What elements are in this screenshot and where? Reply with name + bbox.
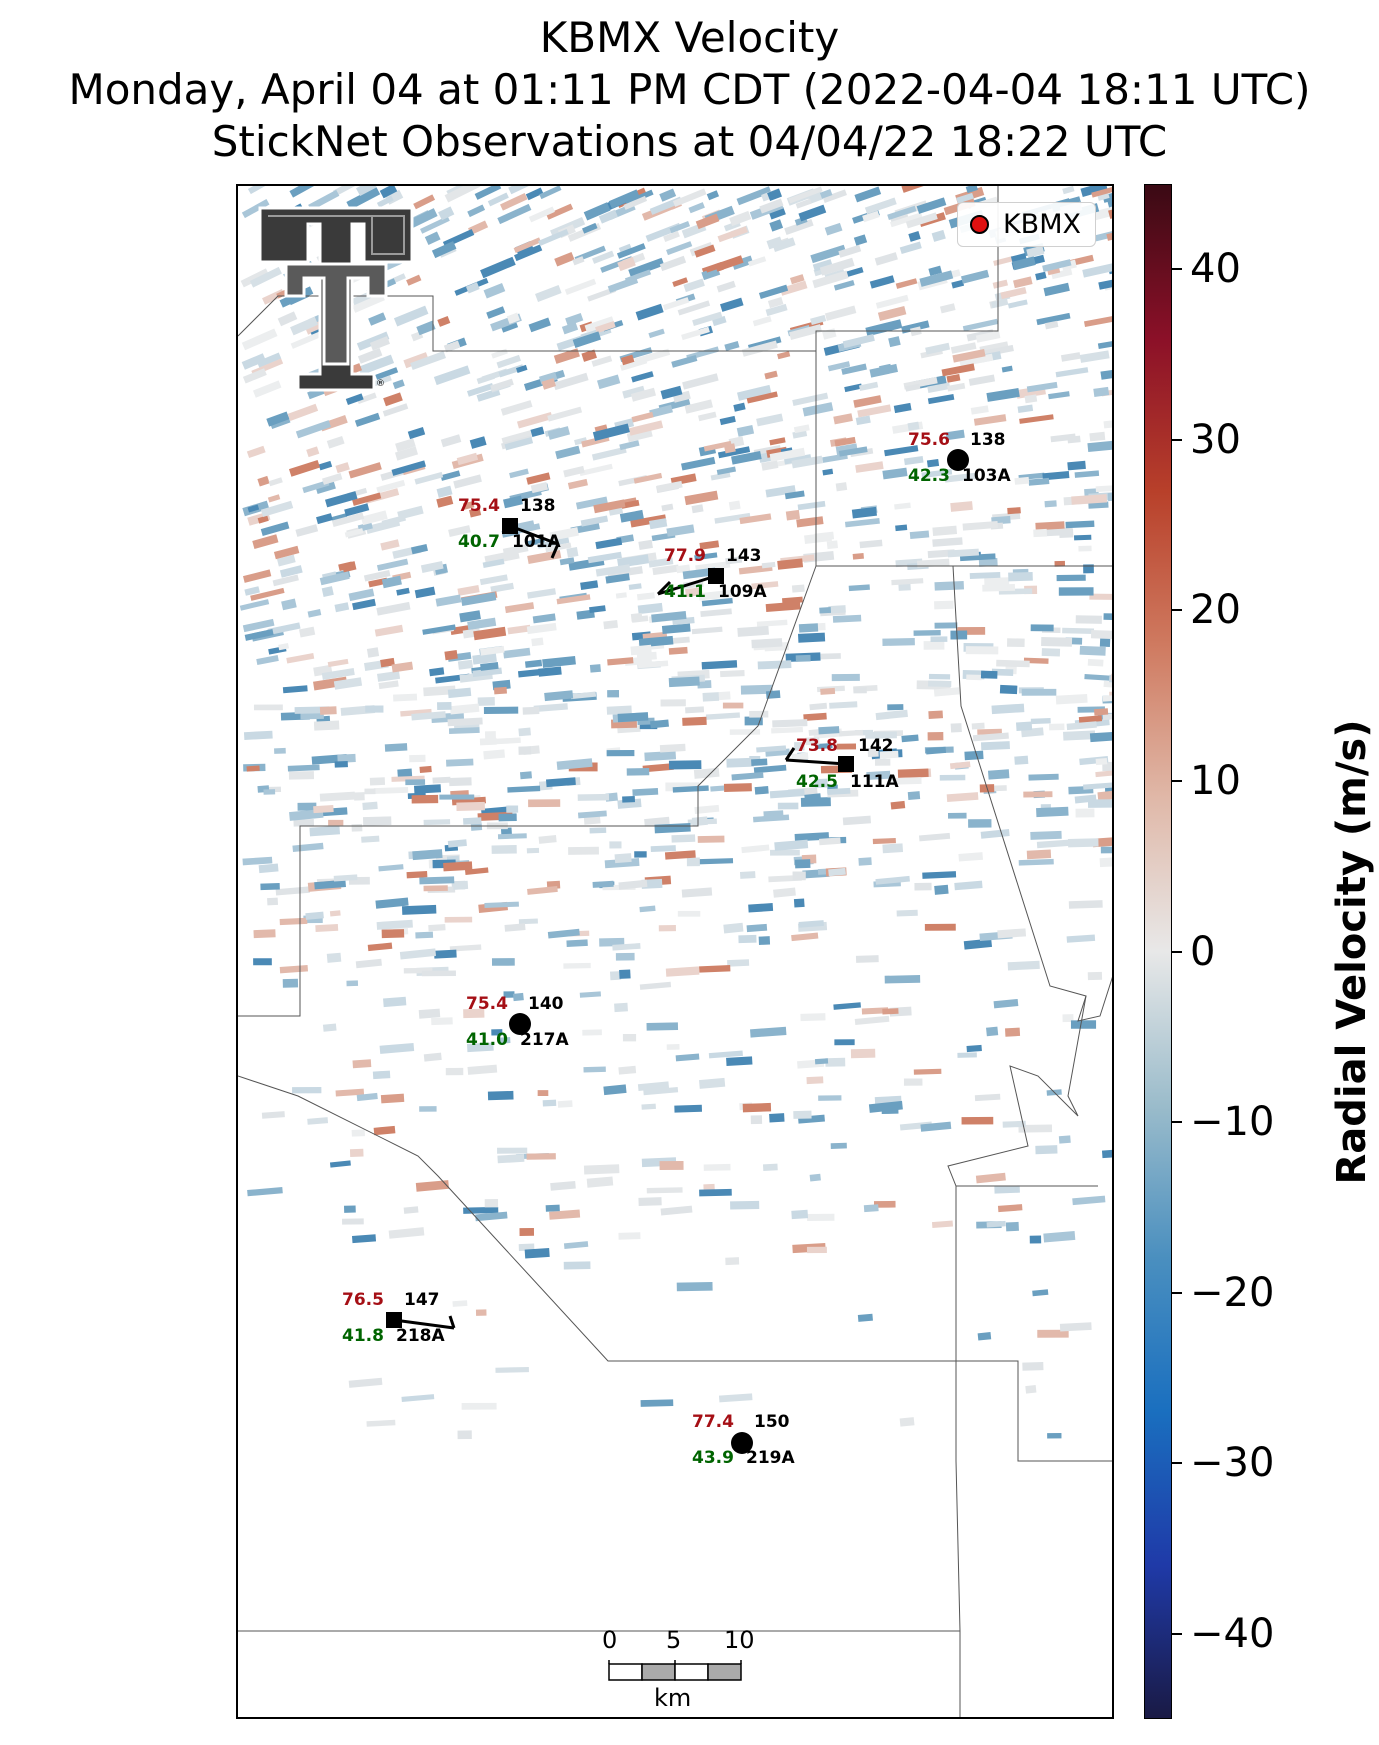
colorbar-label: Radial Velocity (m/s) xyxy=(1329,719,1375,1185)
legend-marker-icon xyxy=(969,215,989,234)
colorbar-tick xyxy=(1172,1291,1182,1294)
station-id: 217A xyxy=(520,1030,569,1050)
scale-label-0: 0 xyxy=(602,1626,618,1654)
station-dew: 40.7 xyxy=(458,532,500,552)
station-dew: 41.1 xyxy=(664,582,706,602)
scale-bar: 0 5 10 km xyxy=(602,1626,768,1716)
svg-text:®: ® xyxy=(376,379,385,389)
legend-label: KBMX xyxy=(1002,209,1081,240)
station-markers xyxy=(386,449,969,1454)
station-pres: 143 xyxy=(726,546,762,566)
station-dew: 41.8 xyxy=(342,1326,384,1346)
scale-unit: km xyxy=(654,1684,692,1712)
colorbar-tick xyxy=(1172,1462,1182,1465)
station-temp: 76.5 xyxy=(342,1290,384,1310)
station-dew: 41.0 xyxy=(466,1030,508,1050)
legend: KBMX xyxy=(956,202,1096,247)
colorbar-tick-label: −40 xyxy=(1190,1610,1275,1657)
station-id: 109A xyxy=(718,582,767,602)
station-id: 111A xyxy=(850,772,899,792)
station-pres: 138 xyxy=(520,496,556,516)
colorbar xyxy=(1144,184,1172,1719)
station-id: 219A xyxy=(746,1448,795,1468)
colorbar-tick-label: 20 xyxy=(1190,587,1241,634)
colorbar-tick-label: −30 xyxy=(1190,1440,1275,1487)
station-pres: 150 xyxy=(754,1412,790,1432)
colorbar-tick xyxy=(1172,1632,1182,1635)
station-temp: 75.4 xyxy=(458,496,500,516)
station-temp: 75.4 xyxy=(466,994,508,1014)
station-pres: 138 xyxy=(970,430,1006,450)
radar-velocity-field xyxy=(239,186,1112,1440)
colorbar-tick-label: 40 xyxy=(1190,246,1241,293)
radar-map-panel[interactable]: ® KBMX 75.4 138 40.7 101A 77.9 143 41.1 xyxy=(236,184,1114,1719)
texas-tech-double-t-logo: ® xyxy=(258,206,414,392)
station-temp: 75.6 xyxy=(908,430,950,450)
station-id: 218A xyxy=(396,1326,445,1346)
colorbar-tick-label: −10 xyxy=(1190,1099,1275,1146)
station-temp: 77.9 xyxy=(664,546,706,566)
station-id: 101A xyxy=(512,532,561,552)
map-subtitle-time: Monday, April 04 at 01:11 PM CDT (2022-0… xyxy=(68,65,1311,114)
station-temp: 73.8 xyxy=(796,736,838,756)
scale-label-10: 10 xyxy=(724,1626,755,1654)
colorbar-tick-label: 0 xyxy=(1190,928,1216,975)
station-dew: 42.3 xyxy=(908,466,950,486)
colorbar-tick xyxy=(1172,609,1182,612)
station-pres: 140 xyxy=(528,994,564,1014)
station-pres: 142 xyxy=(858,736,894,756)
colorbar-tick xyxy=(1172,268,1182,271)
station-dew: 43.9 xyxy=(692,1448,734,1468)
station-id: 103A xyxy=(962,466,1011,486)
colorbar-tick xyxy=(1172,950,1182,953)
station-pres: 147 xyxy=(404,1290,440,1310)
station-dew: 42.5 xyxy=(796,772,838,792)
map-subtitle-obs: StickNet Observations at 04/04/22 18:22 … xyxy=(211,117,1168,166)
scale-label-5: 5 xyxy=(666,1626,682,1654)
colorbar-tick-label: 30 xyxy=(1190,416,1241,463)
colorbar-tick xyxy=(1172,779,1182,782)
station-temp: 77.4 xyxy=(692,1412,734,1432)
colorbar-tick xyxy=(1172,438,1182,441)
colorbar-tick-label: −20 xyxy=(1190,1269,1275,1316)
map-title: KBMX Velocity xyxy=(539,13,840,62)
colorbar-tick-label: 10 xyxy=(1190,757,1241,804)
colorbar-tick xyxy=(1172,1121,1182,1124)
